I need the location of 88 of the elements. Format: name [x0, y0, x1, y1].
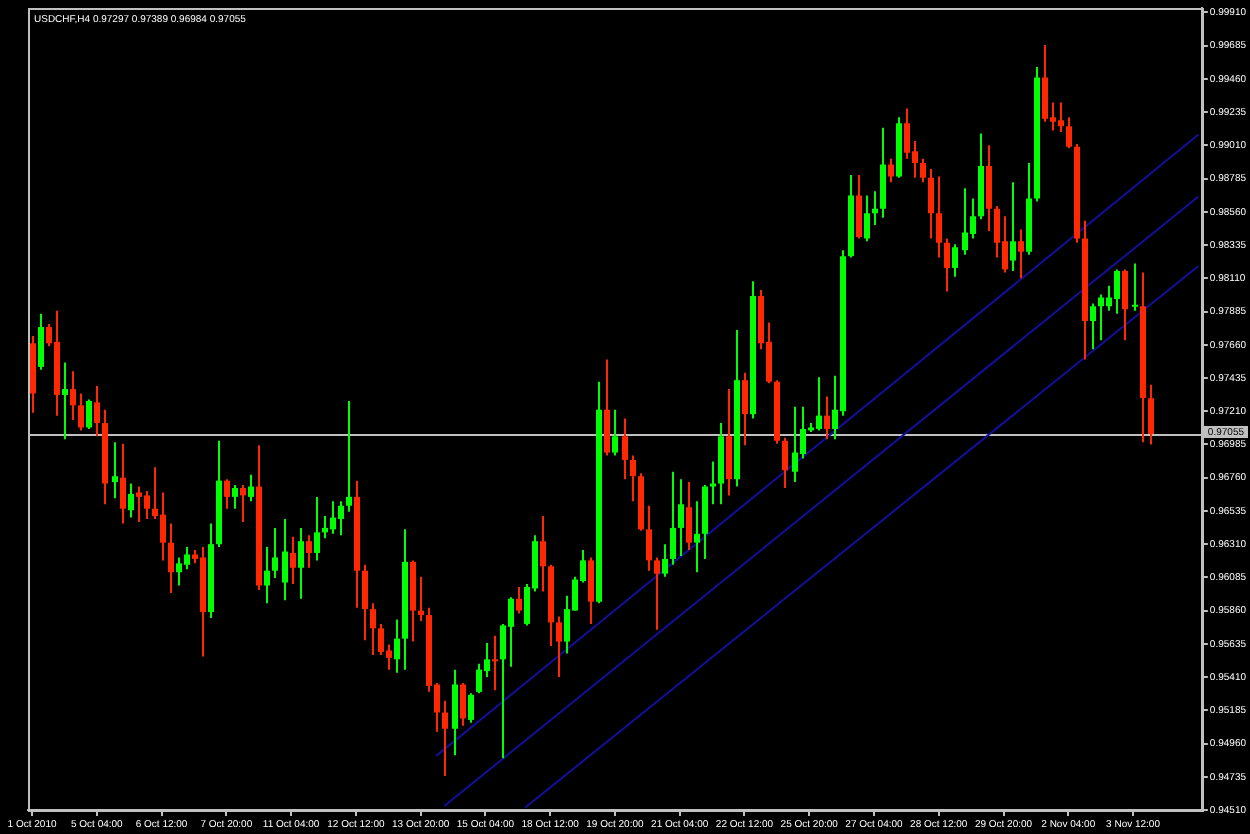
candlestick: [670, 470, 676, 566]
candlestick: [240, 484, 246, 523]
candlestick: [290, 535, 296, 586]
candlestick: [338, 500, 344, 537]
candlestick: [920, 157, 926, 184]
candlestick: [78, 392, 84, 432]
candlestick: [94, 385, 100, 438]
candlestick: [718, 422, 724, 506]
candlestick: [686, 481, 692, 552]
candlestick: [880, 126, 886, 219]
candlestick: [888, 157, 894, 184]
candlestick: [1042, 43, 1048, 123]
candlestick: [1148, 383, 1154, 446]
candlestick: [710, 460, 716, 506]
candlestick: [1114, 268, 1120, 315]
candlestick: [314, 495, 320, 562]
candlestick: [136, 485, 142, 523]
candlestick: [1058, 101, 1064, 134]
candlestick: [176, 556, 182, 587]
candlestick: [612, 408, 618, 457]
candlestick: [144, 489, 150, 521]
candlestick: [38, 312, 44, 371]
candlestick: [330, 500, 336, 535]
candlestick: [508, 596, 514, 668]
candlestick: [306, 534, 312, 569]
candlestick: [662, 543, 668, 578]
candlestick: [1122, 268, 1128, 342]
candlestick: [378, 622, 384, 656]
candlestick: [362, 563, 368, 642]
candlestick: [70, 370, 76, 422]
candlestick: [1090, 302, 1096, 351]
candlestick: [630, 454, 636, 503]
candlestick: [224, 478, 230, 510]
candlestick: [540, 515, 546, 593]
candlestick: [962, 187, 968, 256]
candlestick: [742, 371, 748, 447]
candlestick: [694, 500, 700, 574]
candlestick: [792, 405, 798, 484]
candlestick: [856, 173, 862, 240]
candlestick: [120, 442, 126, 525]
candlestick: [1018, 228, 1024, 280]
candlestick: [128, 482, 134, 519]
candlestick: [646, 504, 652, 572]
candlestick: [782, 436, 788, 490]
candlestick: [516, 585, 522, 615]
candlestick: [442, 699, 448, 778]
candlestick: [944, 237, 950, 293]
candlestick: [394, 618, 400, 674]
candlestick: [556, 615, 562, 679]
candlestick: [678, 478, 684, 557]
candlestick: [232, 484, 238, 510]
candlestick: [168, 522, 174, 594]
candlestick: [726, 388, 732, 497]
candlestick: [468, 692, 474, 724]
candlestick: [588, 556, 594, 625]
candlestick: [1066, 116, 1072, 150]
candlestick: [622, 417, 628, 481]
candlestick: [654, 556, 660, 631]
candlestick: [112, 441, 118, 500]
candlestick: [604, 358, 610, 457]
candlestick: [248, 473, 254, 503]
candlestick: [62, 361, 68, 441]
candlestick: [452, 668, 458, 757]
candlestick: [824, 395, 830, 441]
candlestick: [1098, 293, 1104, 342]
candlestick: [272, 526, 278, 580]
candlestick: [370, 602, 376, 656]
candlestick: [986, 144, 992, 233]
candlestick: [492, 634, 498, 692]
candlestick: [1132, 262, 1138, 312]
candlestick: [282, 518, 288, 602]
candlestick: [264, 546, 270, 605]
candlestick: [346, 399, 352, 513]
candlestick: [816, 376, 822, 432]
candlestick: [476, 662, 482, 695]
candlestick: [952, 243, 958, 278]
candlestick: [904, 107, 910, 160]
candlestick: [864, 194, 870, 243]
candlestick: [160, 491, 166, 562]
candlestick: [460, 681, 466, 727]
candlestick: [928, 167, 934, 240]
candlestick: [936, 175, 942, 259]
candlestick: [702, 484, 708, 560]
candlestick: [1002, 215, 1008, 274]
candlestick: [86, 398, 92, 430]
candlestick: [184, 546, 190, 571]
candlestick: [1010, 181, 1016, 272]
candlestick: [298, 526, 304, 600]
